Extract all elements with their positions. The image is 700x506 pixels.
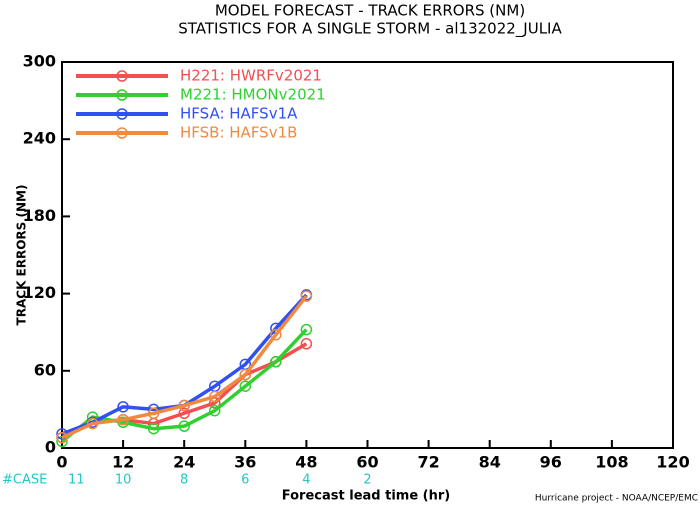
legend-marker	[116, 89, 128, 101]
x-tick-label: 96	[540, 453, 562, 472]
plot-frame	[61, 61, 674, 449]
series-marker	[178, 399, 190, 412]
x-tick-label: 12	[112, 453, 134, 472]
legend-label: HFSB: HAFSv1B	[180, 124, 297, 142]
footer: Hurricane project - NOAA/NCEP/EMC	[535, 494, 698, 504]
series-marker	[147, 407, 160, 420]
series-marker	[209, 404, 221, 417]
series-marker	[239, 368, 252, 381]
series-line	[60, 328, 308, 443]
y-tick-label: 240	[23, 129, 56, 148]
case-count: 10	[115, 473, 132, 488]
x-tick-label: 0	[56, 453, 67, 472]
series-marker	[147, 422, 160, 435]
case-count: 8	[180, 473, 188, 488]
y-tick-label: 300	[23, 52, 56, 71]
case-count: 4	[302, 473, 310, 488]
case-label: #CASE	[2, 473, 47, 488]
series-marker	[117, 401, 129, 413]
x-axis-label: Forecast lead time (hr)	[282, 489, 450, 504]
chart-subtitle: STATISTICS FOR A SINGLE STORM - al132022…	[178, 20, 562, 39]
y-axis-label: TRACK ERRORS (NM)	[15, 185, 29, 326]
series-marker	[56, 431, 68, 444]
series-marker	[239, 380, 252, 392]
case-count: 6	[241, 473, 249, 488]
legend-marker	[116, 108, 128, 120]
y-tick-label: 120	[23, 283, 56, 302]
x-tick-label: 24	[173, 453, 195, 472]
y-tick-label: 0	[45, 438, 56, 457]
x-tick-label: 84	[479, 453, 501, 472]
x-tick-label: 60	[356, 453, 378, 472]
case-count: 11	[68, 473, 85, 488]
series-marker	[86, 417, 99, 430]
case-count: 2	[363, 473, 371, 488]
series-marker	[209, 390, 221, 403]
series-marker	[178, 420, 190, 432]
y-tick-label: 180	[23, 206, 56, 225]
legend-label: H221: HWRFv2021	[180, 67, 322, 85]
series-marker	[300, 338, 313, 350]
series-marker	[300, 290, 313, 302]
series-line	[61, 295, 308, 440]
x-tick-label: 36	[234, 453, 256, 472]
legend-marker	[116, 70, 128, 82]
x-tick-label: 108	[595, 453, 628, 472]
series-marker	[178, 407, 190, 420]
series-marker	[117, 413, 129, 426]
legend-label: HFSA: HAFSv1A	[180, 105, 298, 123]
x-tick-label: 72	[417, 453, 439, 472]
x-tick-label: 48	[295, 453, 317, 472]
legend-label: M221: HMONv2021	[180, 86, 326, 104]
legend-marker	[116, 127, 128, 139]
series-marker	[270, 356, 282, 368]
series-marker	[270, 329, 282, 341]
series-marker	[300, 323, 313, 336]
x-tick-label: 120	[656, 453, 689, 472]
chart-title: MODEL FORECAST - TRACK ERRORS (NM)	[215, 2, 525, 20]
y-tick-label: 60	[34, 360, 56, 379]
